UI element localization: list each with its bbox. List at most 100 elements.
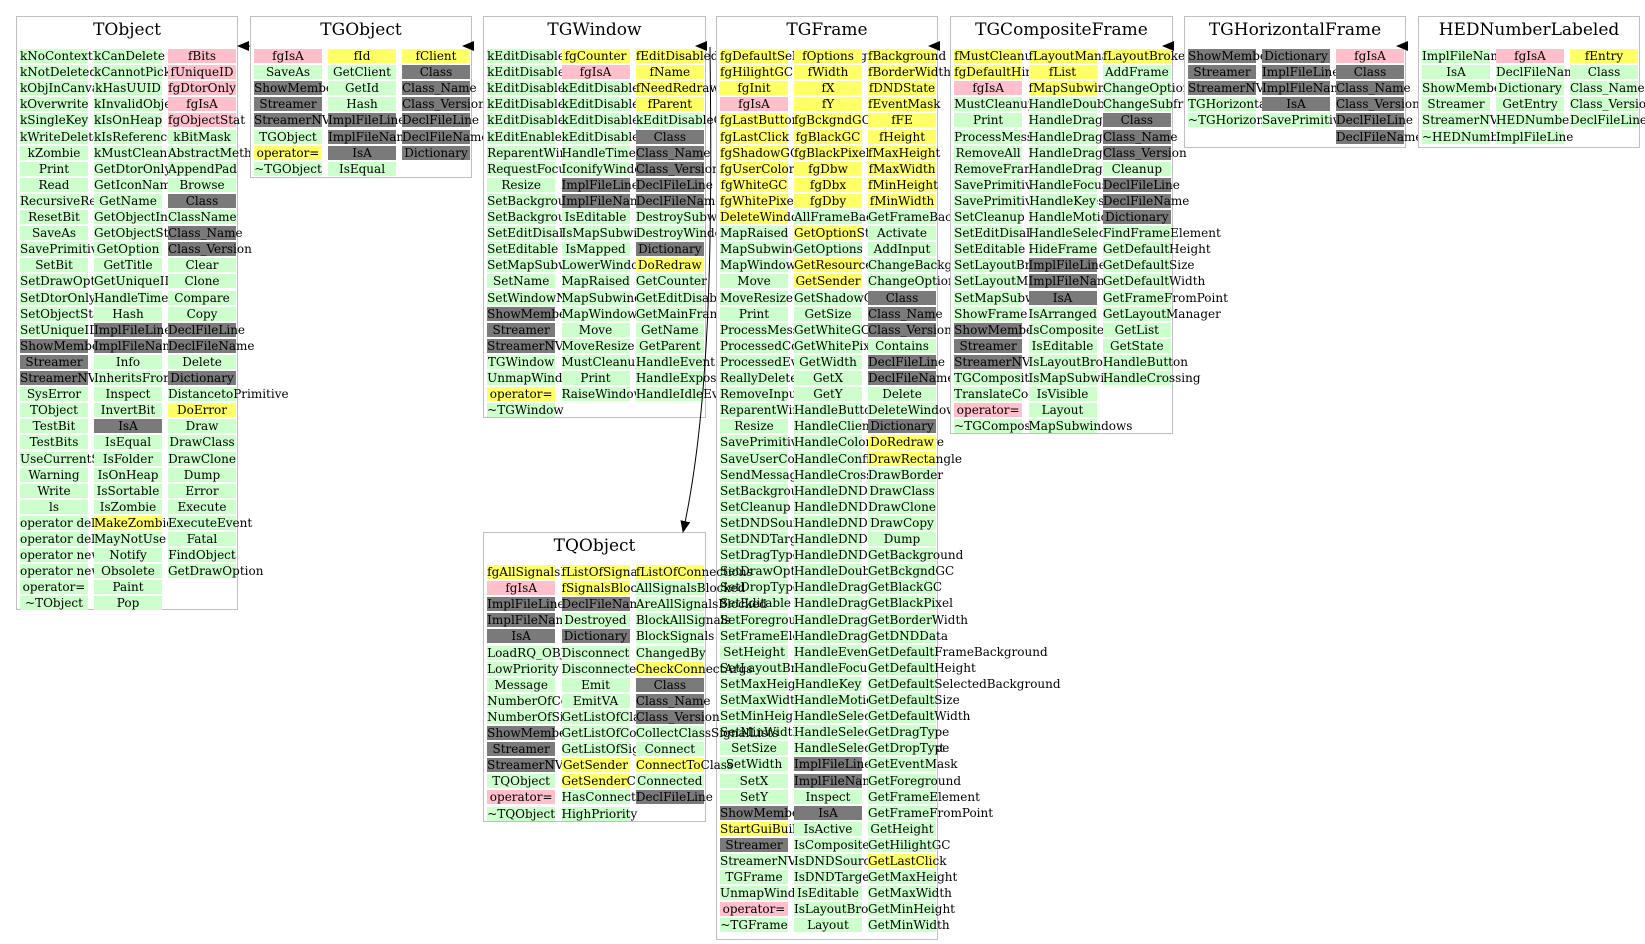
member-setname: SetName bbox=[487, 274, 556, 289]
member-getblackpixel: GetBlackPixel bbox=[868, 596, 953, 611]
member-testbits: TestBits bbox=[20, 435, 88, 450]
member-getdragtype: GetDragType bbox=[868, 725, 950, 740]
member-tgobject: TGObject bbox=[254, 129, 322, 144]
member-feventmask: fEventMask bbox=[868, 97, 941, 112]
member-drawclass: DrawClass bbox=[868, 483, 936, 498]
member-testbit: TestBit bbox=[20, 419, 88, 434]
member--tgobject: ~TGObject bbox=[254, 161, 322, 176]
member-addinput: AddInput bbox=[868, 242, 936, 257]
member-getname: GetName bbox=[94, 193, 162, 208]
member-implfileline: ImplFileLine bbox=[1028, 258, 1106, 273]
member-getshadowgc: GetShadowGC bbox=[794, 290, 883, 305]
member-koverwrite: kOverwrite bbox=[20, 97, 89, 112]
member-getdtoronly: GetDtorOnly bbox=[94, 161, 172, 176]
member-declfileline: DeclFileLine bbox=[635, 177, 713, 192]
member-getsize: GetSize bbox=[794, 306, 862, 321]
class-title: TGFrame bbox=[786, 20, 868, 40]
member-issortable: IsSortable bbox=[94, 483, 162, 498]
member-isactive: IsActive bbox=[794, 821, 862, 836]
member-streamer: Streamer bbox=[254, 97, 322, 112]
member-fgblackpixel: fgBlackPixel bbox=[794, 145, 870, 160]
member-getoptions: GetOptions bbox=[794, 242, 863, 257]
member-fparent: fParent bbox=[635, 97, 704, 112]
member-isa: IsA bbox=[328, 145, 396, 160]
member-maynotuse: MayNotUse bbox=[94, 532, 167, 546]
member-drawcopy: DrawCopy bbox=[868, 515, 936, 530]
member-doredraw: DoRedraw bbox=[635, 258, 704, 273]
member-mustcleanup: MustCleanup bbox=[561, 354, 643, 369]
member-kcannotpick: kCannotPick bbox=[94, 65, 172, 80]
member-keditenable: kEditEnable bbox=[487, 129, 562, 144]
member-dump: Dump bbox=[868, 532, 936, 546]
member-declfilename: DeclFileName bbox=[168, 338, 255, 353]
member-browse: Browse bbox=[168, 177, 236, 192]
member-isonheap: IsOnHeap bbox=[94, 467, 162, 482]
member-seteditable: SetEditable bbox=[487, 242, 559, 257]
member-isdndtarget: IsDNDTarget bbox=[794, 870, 875, 885]
member-fwidth: fWidth bbox=[794, 65, 862, 80]
member-fbits: fBits bbox=[168, 49, 236, 63]
member-implfilename: ImplFileName bbox=[1028, 274, 1116, 289]
member-setmaxwidth: SetMaxWidth bbox=[720, 693, 803, 707]
class-title: TGCompositeFrame bbox=[975, 20, 1148, 40]
member-handlemotion: HandleMotion bbox=[794, 693, 882, 707]
member-findobject: FindObject bbox=[168, 548, 236, 563]
member-getwhitegc: GetWhiteGC bbox=[794, 322, 871, 337]
member-clear: Clear bbox=[168, 258, 236, 273]
member-fgisa: fgIsA bbox=[254, 49, 322, 63]
member-sety: SetY bbox=[720, 789, 788, 804]
member-layout: Layout bbox=[1028, 403, 1097, 418]
member-operator-: operator= bbox=[487, 387, 556, 402]
member-mapraised: MapRaised bbox=[561, 274, 630, 289]
member-fgisa: fgIsA bbox=[561, 65, 630, 80]
member-saveprimitive: SavePrimitive bbox=[20, 242, 105, 257]
member-drawclone: DrawClone bbox=[168, 451, 236, 466]
member-dictionary: Dictionary bbox=[868, 419, 936, 434]
member-kinvalidobject: kInvalidObject bbox=[94, 97, 183, 112]
member-implfileline: ImplFileLine bbox=[328, 113, 406, 128]
member-handletimer: HandleTimer bbox=[94, 290, 175, 305]
member-fgobjectstat: fgObjectStat bbox=[168, 113, 246, 128]
member-iszombie: IsZombie bbox=[94, 499, 162, 514]
member-error: Error bbox=[168, 483, 236, 498]
member-notify: Notify bbox=[94, 548, 162, 563]
member-streamer: Streamer bbox=[954, 338, 1023, 353]
member-setminwidth: SetMinWidth bbox=[720, 725, 801, 740]
member-warning: Warning bbox=[20, 467, 88, 482]
member-inspect: Inspect bbox=[794, 789, 862, 804]
member-fgisa: fgIsA bbox=[168, 97, 236, 112]
member-class-name: Class_Name bbox=[402, 81, 477, 96]
member-isdndsource: IsDNDSource bbox=[794, 854, 878, 868]
member-fgdbw: fgDbw bbox=[794, 161, 862, 176]
member-handlekey: HandleKey bbox=[1028, 193, 1097, 208]
member-hideframe: HideFrame bbox=[1028, 242, 1098, 257]
member-getclient: GetClient bbox=[328, 65, 396, 80]
member-raisewindow: RaiseWindow bbox=[561, 387, 644, 402]
member-kmustcleanup: kMustCleanup bbox=[94, 145, 183, 160]
member-setdtoronly: SetDtorOnly bbox=[20, 290, 96, 305]
member-setcleanup: SetCleanup bbox=[720, 499, 791, 514]
member-implfilename: ImplFileName bbox=[94, 338, 181, 353]
member-move: Move bbox=[720, 274, 788, 289]
member-pop: Pop bbox=[94, 596, 162, 611]
member-getwidth: GetWidth bbox=[794, 354, 862, 369]
member-getoption: GetOption bbox=[94, 242, 162, 257]
member-iseditable: IsEditable bbox=[794, 886, 862, 901]
member-getwhitepixel: GetWhitePixel bbox=[794, 338, 881, 353]
member-getuniqueid: GetUniqueID bbox=[94, 274, 175, 289]
member-keditdisable: kEditDisable bbox=[561, 81, 640, 96]
member-fgwhitepixel: fgWhitePixel bbox=[720, 193, 798, 208]
member-fname: fName bbox=[635, 65, 704, 80]
member-isa: IsA bbox=[794, 805, 862, 820]
member-tgwindow: TGWindow bbox=[487, 354, 556, 369]
member-reallydelete: ReallyDelete bbox=[720, 371, 798, 385]
member-mapwindow: MapWindow bbox=[561, 306, 638, 321]
member-getdroptype: GetDropType bbox=[868, 741, 950, 756]
member-tobject: TObject bbox=[20, 403, 88, 418]
member-handletimer: HandleTimer bbox=[561, 145, 642, 160]
member-drawclass: DrawClass bbox=[168, 435, 236, 450]
member-getheight: GetHeight bbox=[868, 821, 936, 836]
member-compare: Compare bbox=[168, 290, 236, 305]
member-syserror: SysError bbox=[20, 387, 88, 402]
member-draw: Draw bbox=[168, 419, 236, 434]
